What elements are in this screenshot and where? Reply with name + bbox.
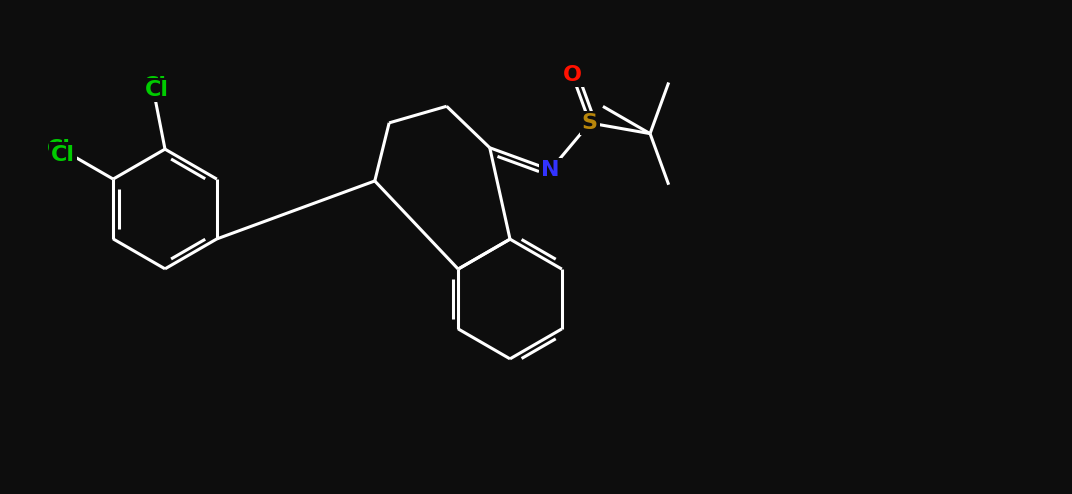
Text: N: N xyxy=(541,160,560,180)
Text: S: S xyxy=(582,113,598,133)
Text: Cl: Cl xyxy=(143,76,167,96)
Text: Cl: Cl xyxy=(47,139,71,159)
Text: Cl: Cl xyxy=(50,145,75,165)
Text: Cl: Cl xyxy=(145,80,169,100)
Text: O: O xyxy=(563,65,582,85)
Text: Cl: Cl xyxy=(143,76,167,96)
